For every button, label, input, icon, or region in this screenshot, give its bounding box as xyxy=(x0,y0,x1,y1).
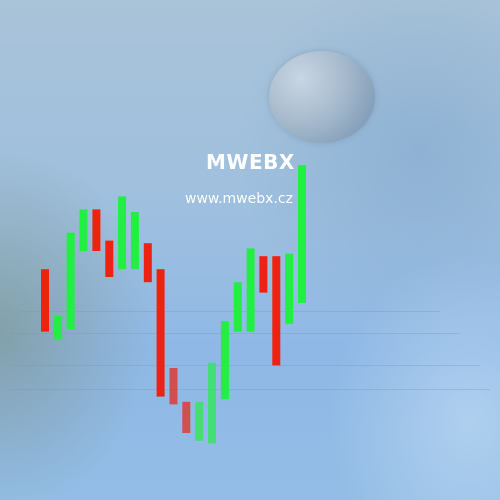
bar-up xyxy=(195,401,204,441)
gridline xyxy=(10,389,490,390)
brand-url[interactable]: www.mwebx.cz xyxy=(185,191,293,207)
gridline xyxy=(10,333,460,334)
bar-down xyxy=(143,243,152,283)
bar-up xyxy=(53,316,62,340)
bar-up xyxy=(246,248,255,332)
bar-down xyxy=(259,256,268,293)
bar-down xyxy=(105,240,114,277)
bar-up xyxy=(130,212,139,270)
bar-up xyxy=(298,165,306,303)
decorative-sphere xyxy=(269,51,375,143)
bar-up xyxy=(118,196,127,270)
bar-up xyxy=(79,209,88,251)
bar-up xyxy=(233,282,242,332)
bar-up xyxy=(285,253,294,324)
bar-up xyxy=(220,321,229,400)
bar-down xyxy=(272,256,281,366)
gridline xyxy=(20,311,440,312)
bar-up xyxy=(66,232,75,329)
bar-up xyxy=(208,362,216,444)
gridline xyxy=(10,365,480,366)
brand-name: MWEBX xyxy=(206,150,295,174)
bar-down xyxy=(182,401,191,433)
bar-down xyxy=(156,269,165,397)
bar-down xyxy=(169,368,178,405)
bar-down xyxy=(92,209,101,251)
bar-down xyxy=(41,269,49,332)
